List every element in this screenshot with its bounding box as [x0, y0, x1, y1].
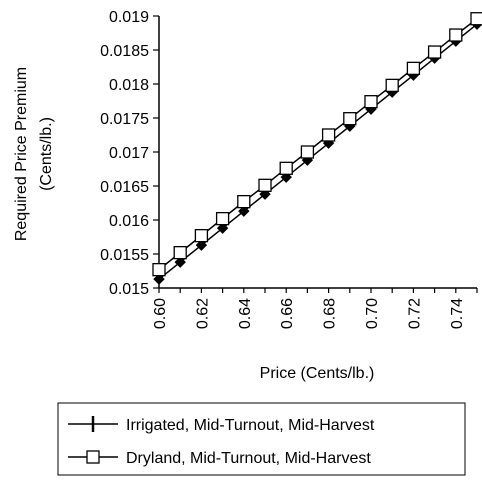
data-point: [300, 145, 315, 159]
legend-marker: [86, 450, 100, 464]
y-axis-title: Required Price Premium (Cents/lb.): [13, 67, 55, 241]
x-tick-label: 0.62: [194, 298, 211, 329]
x-tick-label: 0.66: [279, 298, 296, 329]
y-axis-title-line2: (Cents/lb.): [38, 117, 55, 191]
data-point: [238, 205, 250, 217]
data-point: [343, 112, 357, 126]
data-point: [153, 273, 165, 285]
data-point: [385, 78, 399, 93]
series-line: [158, 18, 478, 271]
axes: [158, 16, 477, 289]
data-point: [237, 194, 251, 209]
y-tick-label: 0.0155: [100, 247, 149, 264]
data-point: [470, 12, 482, 26]
data-point: [279, 161, 293, 175]
y-tick-label: 0.016: [109, 213, 149, 230]
series-layer: [152, 12, 482, 285]
data-point: [406, 61, 421, 76]
x-tick-label: 0.70: [364, 298, 381, 329]
y-tick-label: 0.0165: [100, 179, 149, 196]
data-point: [216, 222, 229, 234]
data-point: [364, 95, 378, 109]
y-axis-ticks: 0.015 0.0155 0.016 0.0165 0.017 0.0175 0.018 0.…: [100, 9, 159, 298]
data-point: [152, 262, 166, 277]
series-line: [158, 23, 478, 280]
x-tick-label: 0.60: [152, 298, 169, 329]
y-tick-label: 0.015: [109, 281, 149, 298]
data-point: [173, 245, 187, 260]
x-tick-label: 0.74: [449, 298, 466, 329]
series-dryland: [152, 12, 482, 277]
y-tick-label: 0.0175: [100, 111, 149, 128]
data-point: [321, 128, 336, 142]
y-axis-title-line1: Required Price Premium: [13, 67, 30, 241]
data-point: [195, 239, 208, 251]
legend-box: [57, 402, 466, 476]
data-point: [258, 178, 272, 192]
y-tick-label: 0.019: [109, 9, 149, 26]
y-tick-label: 0.018: [109, 77, 149, 94]
data-point: [174, 256, 186, 268]
data-point: [215, 211, 230, 226]
series-irrigated: [153, 18, 482, 285]
legend-label: Irrigated, Mid-Turnout, Mid-Harvest: [126, 417, 375, 434]
data-point: [449, 28, 463, 42]
legend: Irrigated, Mid-Turnout, Mid-Harvest Dryla…: [57, 402, 466, 476]
legend-label: Dryland, Mid-Turnout, Mid-Harvest: [126, 450, 371, 467]
x-axis-title: Price (Cents/lb.): [260, 365, 375, 382]
data-point: [427, 45, 442, 59]
data-point: [194, 228, 209, 243]
x-axis-ticks: 0.60 0.62 0.64 0.66 0.68 0.70 0.72 0.74: [152, 288, 478, 329]
x-tick-label: 0.64: [237, 298, 254, 329]
y-tick-label: 0.017: [109, 145, 149, 162]
y-tick-label: 0.0185: [100, 43, 149, 60]
x-tick-label: 0.72: [406, 298, 423, 329]
x-tick-label: 0.68: [322, 298, 339, 329]
